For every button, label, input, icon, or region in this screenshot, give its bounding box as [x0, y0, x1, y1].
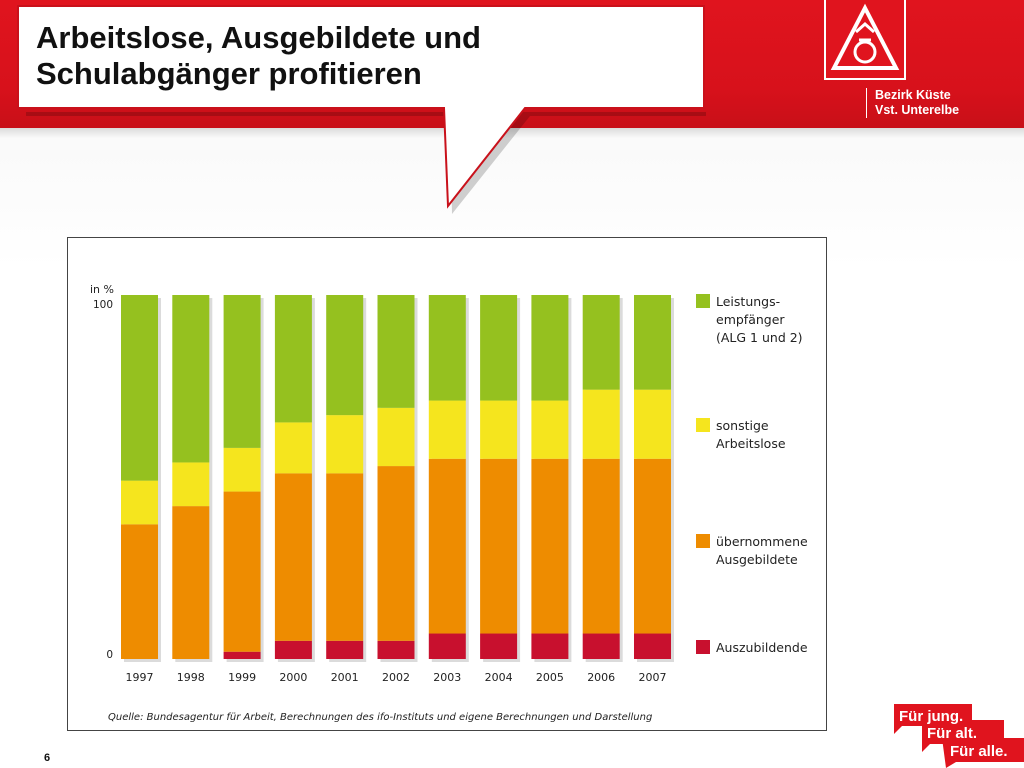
bar-segment-1997-series-2	[121, 480, 158, 525]
slogan-badge: Für jung. Für alt. Für alle.	[894, 704, 1024, 768]
title-line-1: Arbeitslose, Ausgebildete und	[36, 20, 481, 55]
legend-swatch-2	[696, 534, 710, 548]
chart-frame: in % 100 0 1997 1998 1999 2000 2001 2002 2003 2…	[67, 237, 827, 731]
legend-label-1-line-1: Arbeitslose	[716, 436, 786, 451]
bar-segment-2004-series-3	[480, 295, 518, 401]
ig-metall-logo-icon	[824, 0, 906, 80]
bar-segment-2004-series-2	[480, 400, 518, 459]
bar-segment-2006-series-2	[582, 389, 620, 459]
district-label: Bezirk Küste Vst. Unterelbe	[866, 88, 959, 118]
bar-segment-2003-series-1	[428, 458, 466, 634]
xtick-1999: 1999	[228, 671, 256, 684]
legend-swatch-1	[696, 418, 710, 432]
xtick-2003: 2003	[433, 671, 461, 684]
bar-segment-2005-series-1	[531, 458, 569, 634]
legend-label-2-line-1: Ausgebildete	[716, 552, 798, 567]
bar-segment-2007-series-2	[634, 389, 671, 459]
slogan-line-3: Für alle.	[950, 743, 1008, 760]
bar-segment-1998-series-3	[172, 295, 210, 463]
bar-segment-2000-series-2	[274, 422, 312, 474]
bar-segment-2002-series-3	[377, 295, 415, 408]
bar-segment-2003-series-2	[428, 400, 466, 459]
bar-segment-2006-series-0	[582, 633, 620, 659]
bars-layer	[121, 295, 674, 662]
bar-segment-2001-series-1	[326, 473, 364, 641]
bar-segment-2002-series-2	[377, 407, 415, 467]
bar-segment-2000-series-1	[274, 473, 312, 641]
bar-segment-2005-series-0	[531, 633, 569, 659]
legend-label-0-line-2: (ALG 1 und 2)	[716, 330, 803, 345]
district-line-1: Bezirk Küste	[875, 88, 951, 102]
xtick-2006: 2006	[587, 671, 615, 684]
bar-segment-2001-series-3	[326, 295, 364, 416]
xticks-layer: 1997 1998 1999 2000 2001 2002 2003 2004 2005 2006…	[126, 671, 667, 684]
bar-segment-1998-series-2	[172, 462, 210, 507]
legend-label-0-line-0: Leistungs-	[716, 294, 780, 309]
title-line-2: Schulabgänger profitieren	[36, 56, 422, 91]
bar-segment-2005-series-2	[531, 400, 569, 459]
district-line-2: Vst. Unterelbe	[875, 103, 960, 117]
xtick-2002: 2002	[382, 671, 410, 684]
ytick-100: 100	[93, 299, 113, 311]
xtick-1997: 1997	[126, 671, 154, 684]
bar-segment-1999-series-3	[223, 295, 261, 448]
legend-label-2-line-0: übernommene	[716, 534, 808, 549]
bar-segment-2007-series-3	[634, 295, 671, 390]
legend: Leistungs-empfänger (ALG 1 und 2) sonstige…	[696, 294, 808, 655]
xtick-2007: 2007	[639, 671, 667, 684]
bar-segment-2006-series-1	[582, 458, 620, 634]
bar-segment-2005-series-3	[531, 295, 569, 401]
xtick-2004: 2004	[485, 671, 513, 684]
bar-segment-2004-series-1	[480, 458, 518, 634]
speech-bubble	[17, 5, 706, 214]
stacked-bar-chart: in % 100 0 1997 1998 1999 2000 2001 2002 2003 2…	[90, 283, 808, 684]
bar-segment-2004-series-0	[480, 633, 518, 659]
bar-segment-2007-series-1	[634, 458, 671, 634]
bar-segment-1997-series-3	[121, 295, 158, 481]
bar-segment-2007-series-0	[634, 633, 671, 659]
legend-swatch-0	[696, 294, 710, 308]
bar-segment-2001-series-2	[326, 415, 364, 474]
bar-segment-1999-series-1	[223, 491, 261, 652]
legend-label-0-line-1: empfänger	[716, 312, 785, 327]
xtick-2001: 2001	[331, 671, 359, 684]
xtick-2005: 2005	[536, 671, 564, 684]
bar-segment-2000-series-3	[274, 295, 312, 423]
bar-segment-1997-series-1	[121, 524, 158, 659]
bar-segment-1999-series-2	[223, 447, 261, 492]
legend-label-1-line-0: sonstige	[716, 418, 769, 433]
bar-segment-2003-series-0	[428, 633, 466, 659]
page-number: 6	[44, 752, 51, 764]
page-title: Arbeitslose, Ausgebildete und Schulabgän…	[36, 20, 696, 92]
ytick-0: 0	[106, 649, 113, 661]
bar-segment-2002-series-1	[377, 466, 415, 641]
slogan-line-2: Für alt.	[927, 725, 977, 742]
bar-segment-2002-series-0	[377, 640, 415, 659]
xtick-1998: 1998	[177, 671, 205, 684]
bar-segment-2001-series-0	[326, 640, 364, 659]
legend-label-3-line-0: Auszubildende	[716, 640, 808, 655]
legend-swatch-3	[696, 640, 710, 654]
xtick-2000: 2000	[279, 671, 307, 684]
bar-segment-1999-series-0	[223, 651, 261, 659]
slogan-line-1: Für jung.	[899, 708, 963, 725]
bar-segment-1998-series-1	[172, 506, 210, 659]
unit-label: in %	[90, 283, 114, 296]
source-note: Quelle: Bundesagentur für Arbeit, Berech…	[108, 712, 653, 723]
bar-segment-2006-series-3	[582, 295, 620, 390]
bar-segment-2000-series-0	[274, 640, 312, 659]
bar-segment-2003-series-3	[428, 295, 466, 401]
